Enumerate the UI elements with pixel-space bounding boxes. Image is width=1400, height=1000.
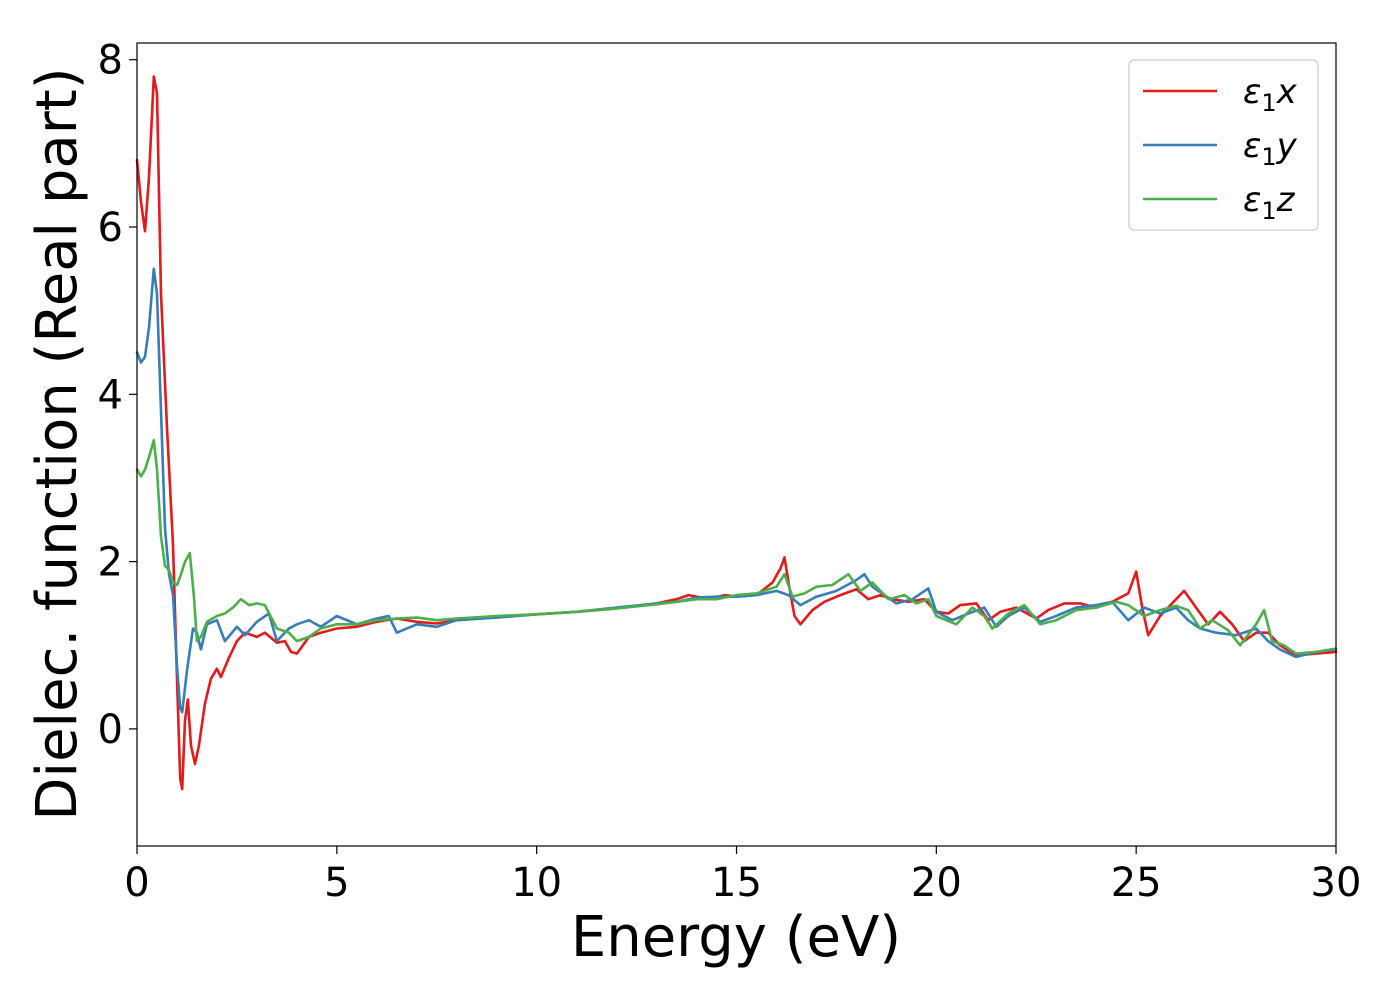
legend: ε1x ε1y ε1z xyxy=(1128,59,1319,231)
series-line-z xyxy=(135,439,1338,655)
y-tick-label: 0 xyxy=(98,707,123,753)
x-tick-label: 10 xyxy=(511,860,562,906)
y-axis-ticks: 0 2 4 6 8 xyxy=(98,38,137,753)
x-tick-label: 15 xyxy=(711,860,762,906)
legend-box xyxy=(1128,59,1319,231)
legend-label-y: ε1y xyxy=(1243,126,1298,171)
y-tick-label: 6 xyxy=(98,205,123,251)
x-axis-title: Energy (eV) xyxy=(571,905,901,970)
legend-label-x: ε1x xyxy=(1243,72,1298,117)
x-tick-label: 20 xyxy=(911,860,962,906)
legend-label-z: ε1z xyxy=(1243,180,1296,225)
x-tick-label: 30 xyxy=(1311,860,1362,906)
x-axis-ticks: 0 5 10 15 20 25 30 xyxy=(124,846,1361,906)
series-line-x xyxy=(135,75,1338,791)
x-tick-label: 0 xyxy=(124,860,149,906)
y-tick-label: 8 xyxy=(98,38,123,84)
x-tick-label: 25 xyxy=(1111,860,1162,906)
y-tick-label: 4 xyxy=(98,372,123,418)
series-layer xyxy=(135,75,1338,791)
y-axis-title: Dielec. function (Real part) xyxy=(25,67,90,820)
y-tick-label: 2 xyxy=(98,540,123,586)
x-tick-label: 5 xyxy=(324,860,349,906)
